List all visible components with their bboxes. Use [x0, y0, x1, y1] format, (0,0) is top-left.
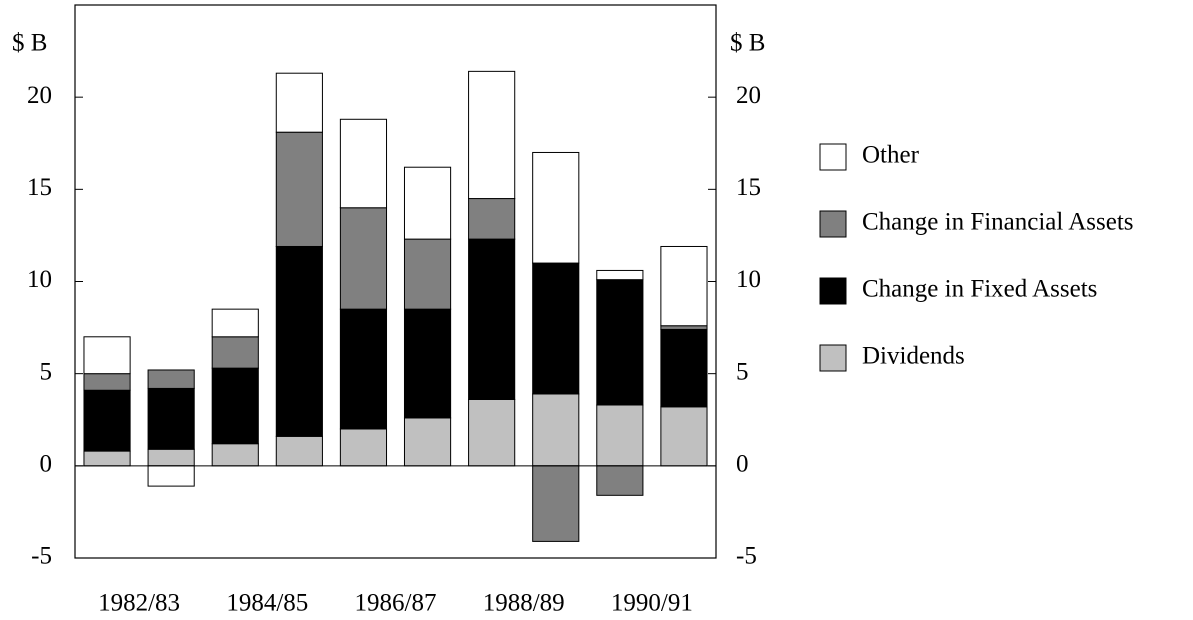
bar-segment	[660, 406, 708, 467]
bar-segment	[147, 465, 195, 487]
y-axis-label: $ B	[12, 30, 47, 57]
x-tick-label: 1984/85	[226, 590, 308, 617]
bar-segment	[83, 336, 131, 375]
bar-segment	[596, 404, 644, 467]
bar-segment	[532, 262, 580, 395]
bar-segment	[468, 198, 516, 240]
bar-segment	[660, 325, 708, 330]
y2-axis-label: $ B	[730, 30, 765, 57]
y2-tick-label: -5	[736, 543, 757, 570]
legend-label: Other	[862, 142, 920, 169]
legend-swatch	[819, 344, 847, 372]
y2-tick-label: 15	[736, 174, 761, 201]
bar-segment	[660, 245, 708, 327]
bar-segment	[339, 118, 388, 209]
bar-segment	[468, 398, 516, 467]
bar-segment	[275, 131, 323, 247]
bar-segment	[83, 373, 131, 391]
bar-segment	[532, 393, 580, 467]
bar-segment	[211, 336, 259, 369]
bar-segment	[596, 465, 644, 496]
legend-swatch	[819, 277, 847, 305]
legend-swatch	[819, 210, 847, 238]
bar-segment	[339, 308, 388, 430]
bar-segment	[147, 387, 195, 450]
y2-tick-label: 0	[736, 451, 749, 478]
legend-label: Change in Financial Assets	[862, 209, 1134, 236]
bar-segment	[403, 308, 452, 419]
legend-label: Dividends	[862, 343, 965, 370]
plot-frame	[74, 4, 717, 559]
bar-segment	[83, 450, 131, 467]
bar-segment	[211, 443, 259, 467]
y-tick-label: -5	[31, 543, 52, 570]
bar-segment	[532, 151, 580, 264]
bar-segment	[339, 428, 388, 467]
bar-segment	[211, 367, 259, 445]
bar-segment	[275, 72, 323, 133]
x-tick-label: 1982/83	[98, 590, 180, 617]
y-tick-label: 15	[27, 174, 52, 201]
bar-segment	[403, 417, 452, 467]
bar-segment	[403, 166, 452, 240]
legend-swatch	[819, 143, 847, 171]
x-tick-label: 1986/87	[355, 590, 437, 617]
bar-segment	[211, 308, 259, 338]
bar-segment	[468, 70, 516, 200]
bar-segment	[147, 448, 195, 467]
y-tick-label: 10	[27, 266, 52, 293]
bar-segment	[532, 465, 580, 542]
bar-segment	[147, 369, 195, 389]
y2-tick-label: 5	[736, 358, 749, 385]
bar-segment	[403, 238, 452, 310]
bar-segment	[83, 389, 131, 452]
legend-label: Change in Fixed Assets	[862, 276, 1097, 303]
bar-segment	[275, 435, 323, 467]
y2-tick-label: 20	[736, 82, 761, 109]
bar-segment	[596, 279, 644, 406]
bar-segment	[339, 207, 388, 310]
bar-segment	[660, 328, 708, 408]
y-tick-label: 5	[40, 358, 53, 385]
y-tick-label: 20	[27, 82, 52, 109]
bar-segment	[468, 238, 516, 400]
x-tick-label: 1988/89	[483, 590, 565, 617]
bar-segment	[275, 245, 323, 437]
bar-segment	[596, 269, 644, 281]
y-tick-label: 0	[40, 451, 53, 478]
x-tick-label: 1990/91	[611, 590, 693, 617]
y2-tick-label: 10	[736, 266, 761, 293]
